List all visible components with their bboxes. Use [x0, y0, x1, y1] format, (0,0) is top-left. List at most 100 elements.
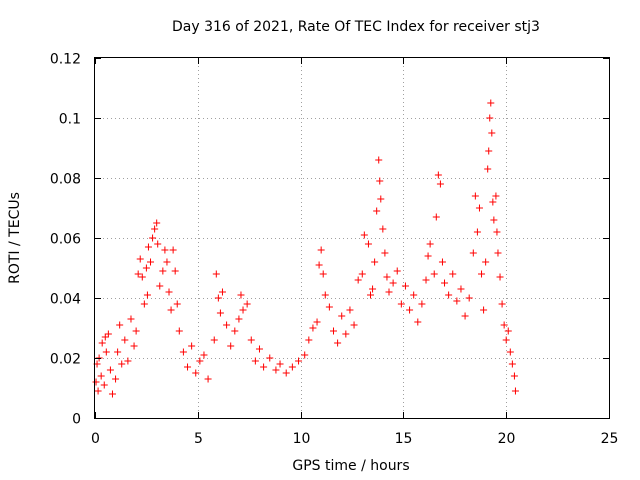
y-tick-label: 0.1	[59, 112, 81, 128]
data-point	[488, 129, 496, 137]
data-point	[436, 180, 444, 188]
data-point	[414, 318, 422, 326]
data-point	[153, 219, 161, 227]
data-point	[216, 309, 224, 317]
data-point	[325, 303, 333, 311]
y-tick-label: 0.06	[50, 232, 81, 248]
data-point	[171, 267, 179, 275]
data-point	[434, 171, 442, 179]
data-point	[188, 342, 196, 350]
data-point	[364, 240, 372, 248]
data-point	[315, 261, 323, 269]
plot-frame	[94, 57, 610, 419]
y-tick-label: 0.08	[50, 172, 81, 188]
grid-lines	[95, 58, 609, 418]
data-point	[143, 291, 151, 299]
data-point	[132, 327, 140, 335]
data-point	[237, 291, 245, 299]
data-point	[487, 99, 495, 107]
data-point	[151, 225, 159, 233]
data-point	[136, 255, 144, 263]
data-point	[485, 147, 493, 155]
data-point	[389, 279, 397, 287]
data-point	[478, 270, 486, 278]
data-point	[480, 306, 488, 314]
x-tick-label: 10	[293, 431, 311, 447]
data-point	[490, 216, 498, 224]
data-point	[124, 357, 132, 365]
data-point	[144, 243, 152, 251]
data-point	[486, 114, 494, 122]
data-point	[92, 378, 100, 386]
data-point	[272, 366, 280, 374]
data-point	[471, 192, 479, 200]
data-point	[465, 294, 473, 302]
data-point	[295, 357, 303, 365]
data-point	[338, 312, 346, 320]
data-point	[173, 300, 181, 308]
data-point	[255, 345, 263, 353]
data-point	[116, 321, 124, 329]
data-point	[321, 291, 329, 299]
data-point	[192, 369, 200, 377]
data-point	[104, 330, 112, 338]
data-point	[127, 315, 135, 323]
data-point	[457, 285, 465, 293]
data-point	[346, 306, 354, 314]
data-point	[260, 363, 268, 371]
data-point	[288, 363, 296, 371]
data-point	[154, 240, 162, 248]
data-point	[375, 156, 383, 164]
data-point	[251, 357, 259, 365]
data-point	[200, 351, 208, 359]
data-point	[492, 192, 500, 200]
data-point	[369, 285, 377, 293]
data-point	[381, 249, 389, 257]
data-point	[510, 372, 518, 380]
data-point	[169, 246, 177, 254]
y-tick-label: 0.02	[50, 352, 81, 368]
data-point	[276, 360, 284, 368]
data-point	[235, 315, 243, 323]
data-point	[379, 225, 387, 233]
data-point	[159, 267, 167, 275]
chart-title: Day 316 of 2021, Rate Of TEC Index for r…	[172, 19, 540, 35]
data-point	[350, 321, 358, 329]
x-axis-label: GPS time / hours	[292, 458, 409, 474]
data-point	[106, 366, 114, 374]
data-point	[484, 165, 492, 173]
data-point	[334, 339, 342, 347]
data-point	[319, 270, 327, 278]
data-point	[489, 198, 497, 206]
y-tick-label: 0.12	[50, 52, 81, 68]
data-point	[227, 342, 235, 350]
data-point	[121, 336, 129, 344]
data-point	[376, 177, 384, 185]
data-point	[243, 300, 251, 308]
data-point	[377, 195, 385, 203]
data-point	[210, 336, 218, 344]
data-point	[385, 288, 393, 296]
data-point	[424, 252, 432, 260]
x-tick-label: 25	[601, 431, 619, 447]
data-point	[149, 234, 157, 242]
data-point	[461, 312, 469, 320]
data-point	[422, 276, 430, 284]
data-point	[301, 351, 309, 359]
data-point	[309, 324, 317, 332]
data-point	[504, 327, 512, 335]
data-point	[108, 390, 116, 398]
data-point	[426, 240, 434, 248]
data-point	[367, 291, 375, 299]
data-point	[196, 357, 204, 365]
x-tick-labels: 0 5 10 15 20 25	[91, 431, 618, 447]
data-point	[329, 327, 337, 335]
data-point	[498, 300, 506, 308]
data-point	[212, 270, 220, 278]
data-point	[354, 276, 362, 284]
data-point	[482, 258, 490, 266]
data-point	[167, 306, 175, 314]
data-point	[493, 228, 501, 236]
data-point	[223, 321, 231, 329]
